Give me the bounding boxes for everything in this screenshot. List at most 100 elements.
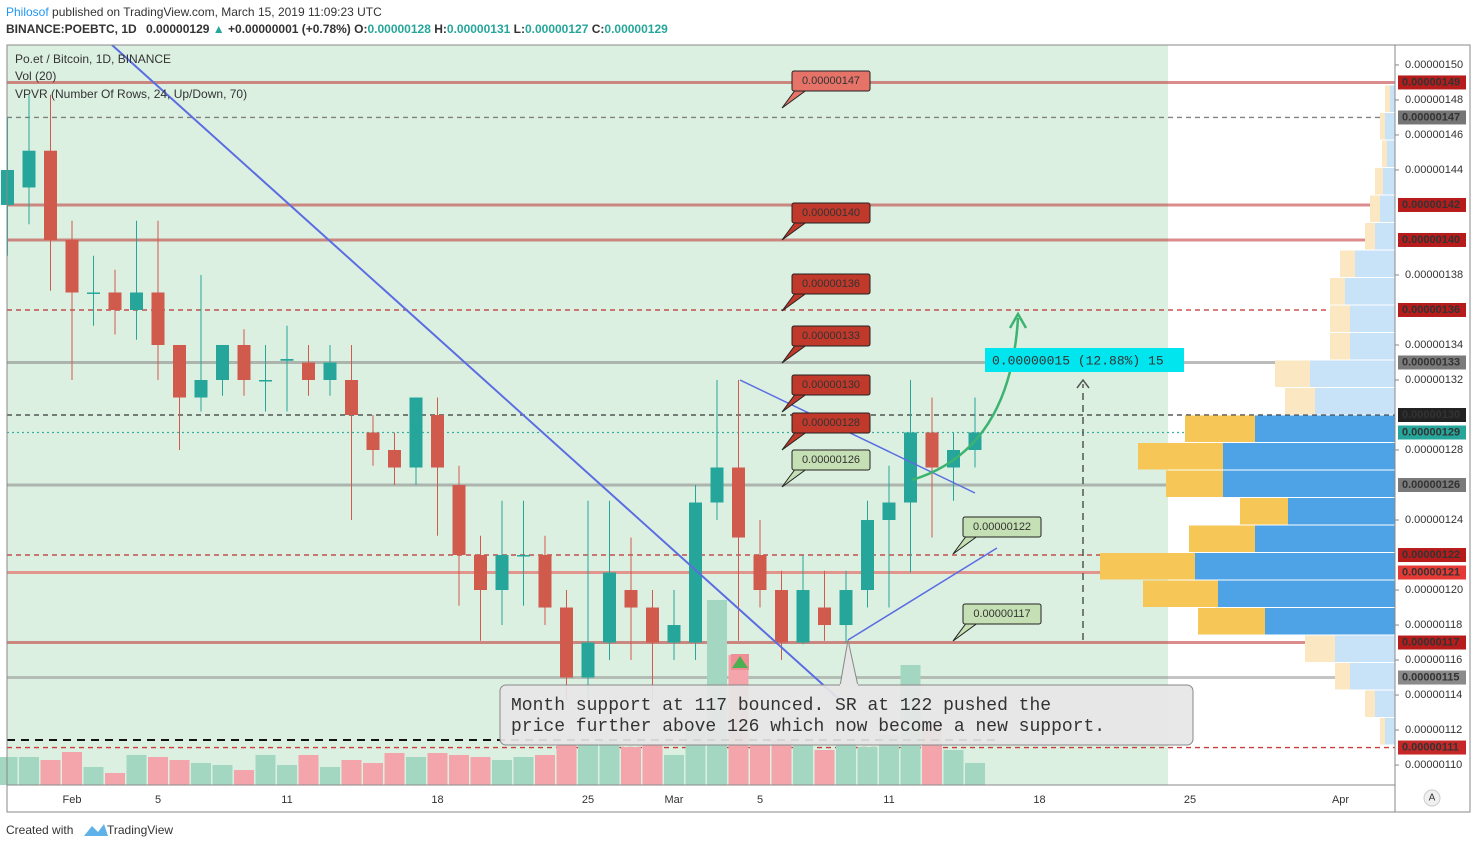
vpvr-down: [1382, 140, 1387, 167]
candle-body: [323, 362, 337, 380]
vpvr-up: [1223, 443, 1395, 470]
level-axis-label: 0.00000122: [1402, 549, 1460, 561]
vpvr-up: [1310, 360, 1395, 387]
level-axis-label: 0.00000111: [1402, 741, 1459, 753]
x-tick-label: Mar: [665, 794, 684, 806]
y-tick-label: 0.00000134: [1405, 339, 1463, 351]
volume-bar: [341, 760, 362, 785]
volume-bar: [298, 755, 319, 785]
level-axis-label-bg: [1398, 408, 1466, 422]
volume-bar: [255, 755, 276, 785]
measure-arrow: [1076, 378, 1090, 389]
vpvr-down: [1143, 580, 1218, 607]
callout-box: [791, 449, 871, 471]
volume-bar: [406, 757, 426, 785]
callout-box: [791, 70, 871, 92]
candle-body: [495, 555, 509, 591]
y-tick-label: 0.00000120: [1405, 584, 1463, 596]
y-tick-label: 0.00000118: [1405, 619, 1462, 631]
vpvr-down: [1380, 718, 1385, 745]
candle-body: [431, 415, 444, 468]
volume-bar: [578, 743, 598, 785]
volume-bar: [599, 740, 620, 785]
vpvr-up: [1383, 168, 1395, 195]
footer-brand[interactable]: TradingView: [107, 823, 173, 837]
footer-text: Created with: [6, 823, 73, 837]
candle-body: [775, 590, 788, 643]
scale-button-label[interactable]: A: [1429, 793, 1436, 804]
brand-logo: [84, 824, 108, 836]
y-tick-label: 0.00000128: [1405, 444, 1463, 456]
header: Philosof published on TradingView.com, M…: [6, 5, 382, 19]
vpvr-down: [1275, 360, 1310, 387]
candle-body: [87, 292, 100, 294]
callout-label: 0.00000122: [973, 521, 1031, 533]
candle-body: [560, 607, 573, 678]
volume-bar: [169, 760, 190, 785]
candle-body: [861, 520, 874, 591]
volume-bar: [212, 765, 233, 785]
candle-body: [259, 379, 272, 382]
time-axis: [7, 785, 1395, 812]
level-axis-label-bg: [1398, 670, 1466, 685]
candle-body: [302, 362, 315, 380]
level-axis-label-bg: [1398, 232, 1466, 247]
candle-body: [818, 607, 831, 626]
vpvr-up: [1375, 223, 1395, 250]
level-axis-label: 0.00000130: [1402, 409, 1460, 421]
level-axis-label: 0.00000129: [1402, 426, 1460, 438]
callout-label: 0.00000140: [802, 207, 860, 219]
measure-box: [985, 348, 1184, 372]
vpvr-up: [1315, 388, 1395, 415]
arrow: ▲: [213, 22, 225, 36]
y-tick-label: 0.00000110: [1405, 759, 1462, 771]
volume-bar: [449, 755, 469, 785]
author[interactable]: Philosof: [6, 5, 49, 19]
vpvr-up: [1255, 525, 1395, 552]
level-axis-label-bg: [1398, 302, 1466, 317]
l-key: L:: [514, 22, 525, 36]
level-axis-label: 0.00000149: [1402, 76, 1460, 88]
candle-body: [22, 150, 36, 188]
candle-body: [517, 555, 530, 557]
candle-body: [603, 572, 616, 643]
vpvr-down: [1335, 663, 1350, 690]
candle-body: [151, 292, 165, 345]
volume-bar: [191, 763, 211, 785]
candle-body: [44, 150, 57, 240]
candle-body: [194, 379, 208, 398]
level-axis-label-bg: [1398, 197, 1466, 212]
marker-triangle: [732, 656, 748, 668]
vpvr-up: [1265, 608, 1395, 635]
level-axis-label: 0.00000140: [1402, 234, 1460, 246]
indicator-label: Vol (20): [15, 69, 56, 83]
callout-box: [791, 374, 871, 396]
volume-bar: [793, 745, 813, 785]
scale-button[interactable]: [1423, 789, 1441, 807]
published: published on TradingView.com, March 15, …: [52, 5, 382, 19]
level-axis-label: 0.00000136: [1402, 304, 1460, 316]
volume-bar: [943, 750, 964, 785]
callout-label: 0.00000147: [802, 75, 860, 87]
candle-body: [216, 344, 229, 380]
volume-bar: [492, 760, 512, 785]
candle-body: [839, 590, 853, 626]
level-axis-label: 0.00000133: [1402, 356, 1460, 368]
x-tick-label: 5: [155, 794, 161, 806]
l-value: 0.00000127: [525, 22, 589, 36]
vpvr-up: [1380, 195, 1395, 222]
vpvr-up: [1335, 635, 1395, 662]
candle-body: [796, 590, 810, 643]
y-tick-label: 0.00000112: [1405, 724, 1462, 736]
vpvr-down: [1285, 388, 1315, 415]
vpvr-down: [1305, 635, 1335, 662]
candle-body: [624, 590, 638, 608]
candle-body: [925, 432, 939, 468]
vpvr-down: [1189, 525, 1255, 552]
callout-label: 0.00000136: [802, 278, 860, 290]
note-pointer: [839, 639, 859, 687]
vpvr-down: [1138, 443, 1223, 470]
x-tick-label: Feb: [63, 794, 82, 806]
candle-body: [646, 607, 659, 643]
